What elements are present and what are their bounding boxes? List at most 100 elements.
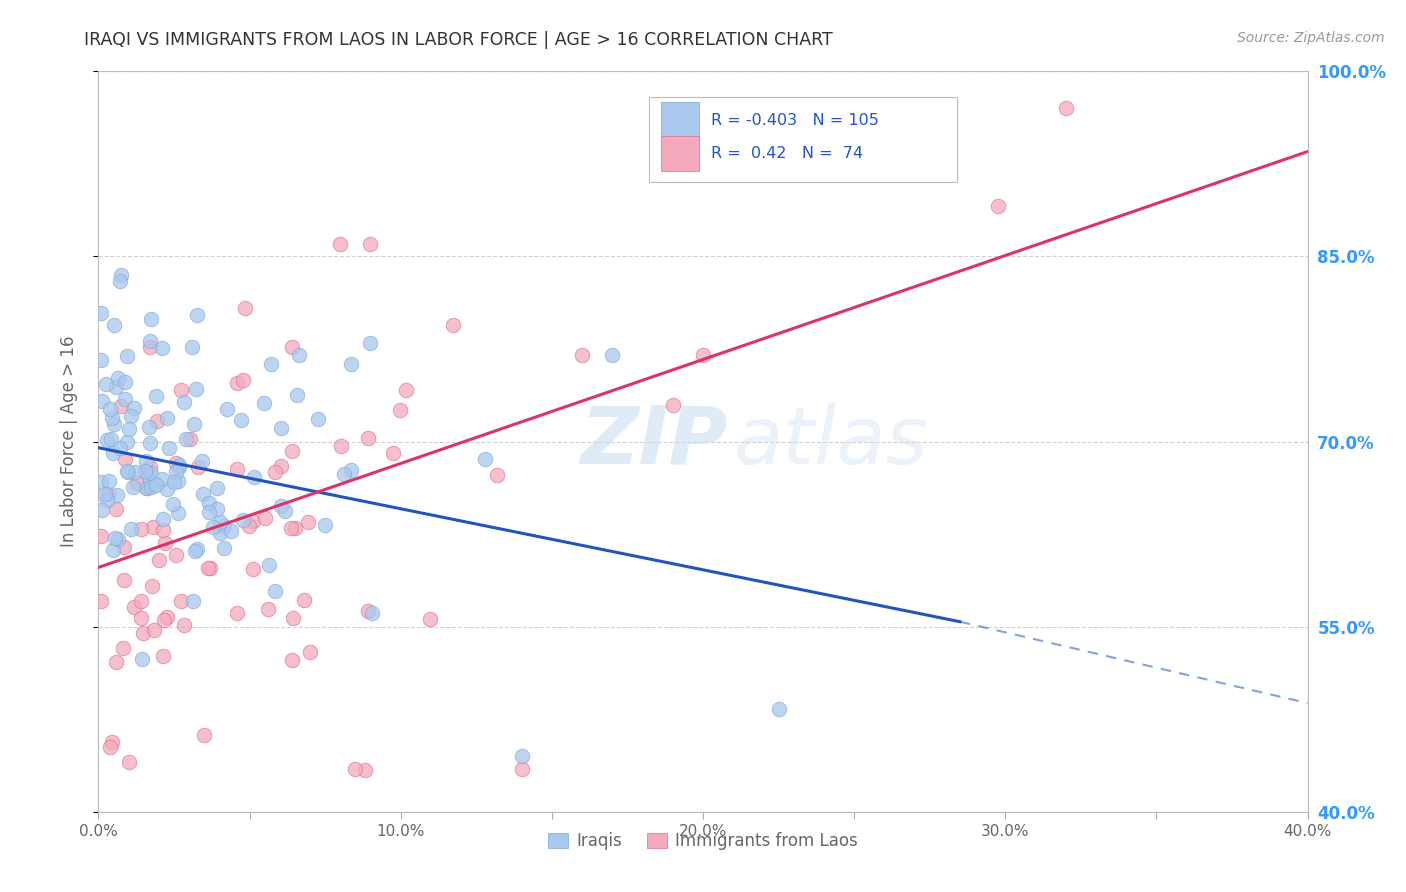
Point bbox=[232, 513, 254, 527]
Point bbox=[153, 613, 176, 627]
Point bbox=[202, 520, 225, 534]
Point bbox=[104, 380, 127, 394]
Point bbox=[114, 452, 136, 467]
Point bbox=[142, 623, 165, 637]
Point bbox=[122, 600, 145, 615]
Point bbox=[112, 541, 135, 555]
Point bbox=[357, 604, 380, 618]
Point bbox=[115, 435, 138, 450]
Point bbox=[280, 653, 302, 667]
Point bbox=[100, 433, 122, 447]
Point bbox=[170, 593, 193, 607]
Point bbox=[156, 482, 179, 496]
Point bbox=[191, 454, 214, 468]
Point bbox=[260, 357, 283, 371]
Point bbox=[120, 522, 142, 536]
Point bbox=[139, 334, 162, 349]
Point bbox=[115, 349, 138, 363]
Point bbox=[287, 388, 309, 402]
Point bbox=[135, 481, 157, 495]
Point bbox=[156, 411, 179, 425]
Point bbox=[235, 301, 257, 316]
Point bbox=[131, 652, 153, 666]
Point bbox=[299, 644, 322, 658]
Point bbox=[114, 375, 136, 389]
Point bbox=[344, 762, 367, 776]
Point bbox=[152, 523, 174, 537]
Point bbox=[209, 526, 232, 541]
Point bbox=[125, 475, 148, 490]
Point bbox=[184, 544, 207, 558]
Point bbox=[274, 503, 297, 517]
Point bbox=[217, 401, 239, 416]
Point bbox=[94, 487, 117, 501]
Point bbox=[339, 463, 361, 477]
Text: IRAQI VS IMMIGRANTS FROM LAOS IN LABOR FORCE | AGE > 16 CORRELATION CHART: IRAQI VS IMMIGRANTS FROM LAOS IN LABOR F… bbox=[84, 31, 834, 49]
Point bbox=[340, 357, 363, 371]
Point bbox=[243, 470, 266, 484]
Point bbox=[692, 348, 714, 362]
Point bbox=[105, 502, 128, 516]
Point bbox=[200, 560, 222, 574]
Point bbox=[142, 520, 165, 534]
Point bbox=[205, 481, 228, 495]
Point bbox=[96, 433, 118, 447]
Bar bbox=[661, 103, 699, 138]
Point bbox=[191, 487, 214, 501]
Point bbox=[212, 541, 235, 555]
Point bbox=[94, 376, 117, 391]
Point bbox=[90, 503, 112, 517]
Text: atlas: atlas bbox=[734, 402, 928, 481]
Point bbox=[232, 373, 254, 387]
Point bbox=[118, 756, 141, 770]
Point bbox=[148, 553, 170, 567]
Point bbox=[101, 411, 124, 425]
Point bbox=[97, 487, 120, 501]
Point bbox=[242, 561, 264, 575]
Point bbox=[987, 199, 1010, 213]
Point bbox=[135, 465, 157, 479]
Point bbox=[90, 529, 112, 543]
Point bbox=[229, 413, 252, 427]
Point bbox=[124, 465, 146, 479]
Point bbox=[357, 431, 380, 445]
Point bbox=[768, 702, 790, 716]
Point bbox=[184, 382, 207, 396]
Point bbox=[1054, 102, 1077, 116]
Point bbox=[138, 474, 160, 488]
Point bbox=[219, 524, 242, 538]
Point bbox=[173, 394, 195, 409]
Point bbox=[329, 237, 352, 252]
Point bbox=[167, 475, 190, 489]
Point bbox=[395, 384, 418, 398]
Point bbox=[167, 459, 190, 474]
Point bbox=[602, 348, 624, 362]
Point bbox=[103, 417, 125, 432]
Point bbox=[226, 462, 249, 476]
Point bbox=[150, 341, 173, 355]
Point bbox=[360, 237, 382, 252]
Point bbox=[198, 505, 221, 519]
Point bbox=[333, 467, 356, 482]
Point bbox=[90, 353, 112, 368]
Point bbox=[135, 454, 157, 468]
Point bbox=[104, 531, 127, 545]
Point bbox=[150, 472, 173, 486]
Point bbox=[141, 480, 163, 494]
Point bbox=[474, 452, 496, 467]
Point bbox=[208, 515, 231, 529]
Point bbox=[167, 458, 190, 473]
Point bbox=[180, 340, 202, 354]
Point bbox=[253, 511, 276, 525]
Point bbox=[179, 432, 201, 446]
Text: Source: ZipAtlas.com: Source: ZipAtlas.com bbox=[1237, 31, 1385, 45]
Point bbox=[134, 464, 156, 478]
Point bbox=[162, 498, 184, 512]
Point bbox=[238, 519, 260, 533]
Point bbox=[91, 393, 114, 408]
Point bbox=[101, 446, 124, 460]
Point bbox=[242, 514, 264, 528]
Point bbox=[129, 611, 152, 625]
Point bbox=[183, 417, 205, 431]
Point bbox=[382, 446, 405, 460]
